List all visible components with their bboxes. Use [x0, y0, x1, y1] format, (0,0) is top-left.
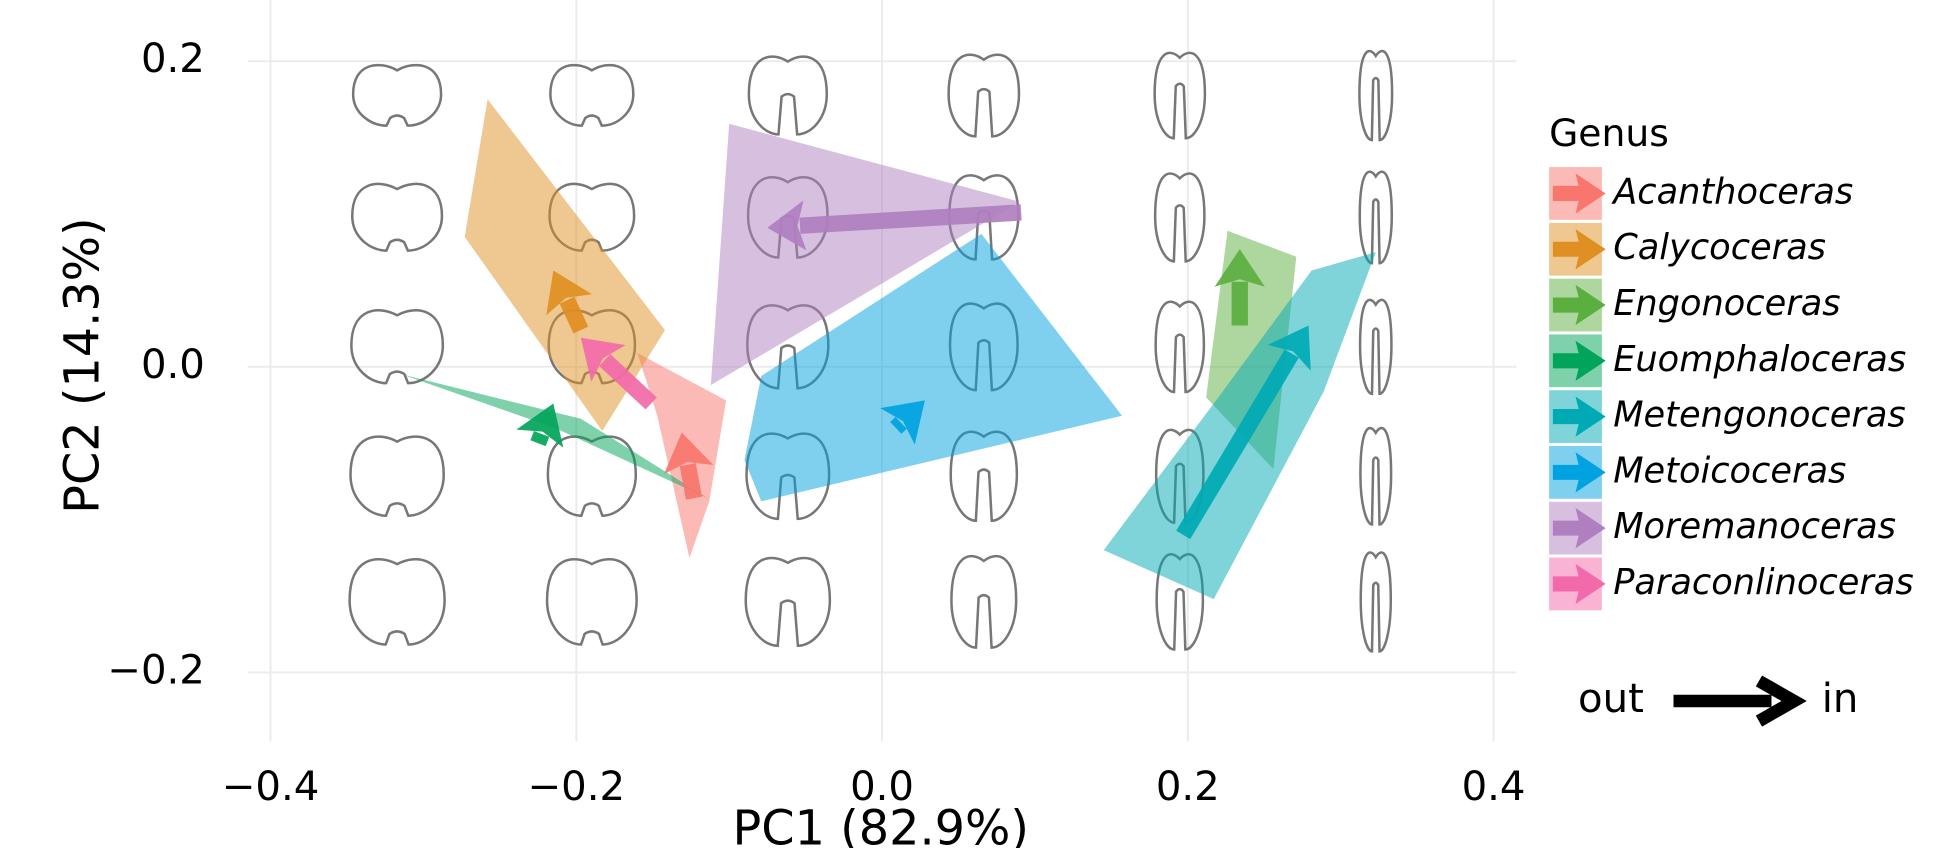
- y-tick-label: 0.2: [141, 36, 205, 82]
- x-tick-label: 0.2: [1156, 764, 1220, 810]
- legend-item: Engonoceras: [1549, 279, 1840, 332]
- legend-item: Acanthoceras: [1549, 167, 1853, 220]
- shape-outline: [350, 437, 443, 516]
- shape-outline: [1360, 172, 1392, 263]
- arrow-shaft: [896, 423, 901, 428]
- direction-to: in: [1822, 676, 1859, 722]
- legend-item: Metengonoceras: [1549, 390, 1906, 443]
- shape-outline: [350, 559, 445, 644]
- shape-outline: [746, 558, 830, 646]
- legend-item: Metoicoceras: [1549, 446, 1846, 499]
- legend-label: Euomphaloceras: [1613, 339, 1906, 380]
- legend-title: Genus: [1549, 111, 1669, 155]
- hulls: [402, 99, 1376, 599]
- legend-label: Moremanoceras: [1613, 506, 1896, 547]
- shape-outline: [550, 65, 633, 126]
- shape-outline: [352, 184, 442, 251]
- direction-from: out: [1578, 676, 1644, 722]
- shape-outline: [1359, 51, 1392, 140]
- shape-outline: [547, 559, 637, 644]
- legend-item: Euomphaloceras: [1549, 334, 1906, 387]
- arrow-shaft: [688, 465, 694, 499]
- shape-outline: [351, 310, 442, 383]
- shape-outline: [951, 556, 1016, 647]
- shape-outline: [749, 57, 827, 135]
- shape-outline: [1361, 552, 1391, 651]
- legend: Acanthoceras Calycoceras Engonoceras Euomph…: [1549, 167, 1914, 610]
- legend-item: Moremanoceras: [1549, 502, 1896, 555]
- x-tick-label: −0.2: [527, 764, 625, 810]
- shape-outline: [1360, 300, 1391, 394]
- y-axis-label: PC2 (14.3%): [56, 217, 111, 513]
- shape-outline: [353, 65, 441, 126]
- legend-label: Paraconlinoceras: [1613, 562, 1913, 603]
- x-tick-label: 0.0: [850, 764, 914, 810]
- y-tick-label: −0.2: [107, 647, 205, 693]
- shape-outline: [949, 55, 1019, 137]
- arrow-shaft: [538, 434, 542, 443]
- legend-item: Calycoceras: [1549, 223, 1826, 276]
- chart: PC1 (82.9%) PC2 (14.3%) Genus Acanthocer…: [0, 0, 1950, 848]
- shape-outline: [1156, 302, 1204, 392]
- legend-label: Acanthoceras: [1611, 171, 1853, 212]
- legend-label: Engonoceras: [1613, 283, 1840, 324]
- legend-label: Calycoceras: [1613, 227, 1826, 268]
- shape-outline: [1360, 428, 1391, 524]
- x-tick-label: −0.4: [222, 764, 320, 810]
- legend-label: Metengonoceras: [1613, 395, 1906, 436]
- shape-outline: [1155, 174, 1204, 262]
- legend-label: Metoicoceras: [1613, 450, 1846, 491]
- x-tick-label: 0.4: [1462, 764, 1526, 810]
- page: PC1 (82.9%) PC2 (14.3%) Genus Acanthocer…: [0, 0, 1950, 848]
- legend-item: Paraconlinoceras: [1549, 558, 1914, 611]
- y-tick-label: 0.0: [141, 342, 205, 388]
- shape-outline: [1155, 53, 1205, 138]
